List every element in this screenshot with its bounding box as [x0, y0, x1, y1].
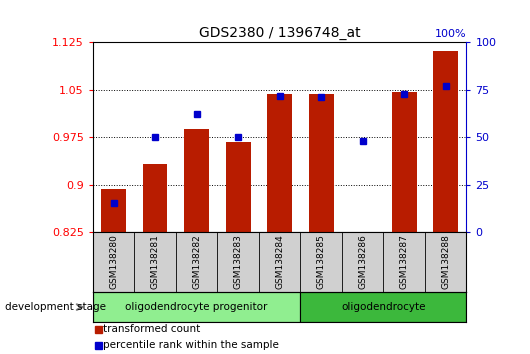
Bar — [308, 94, 333, 232]
Text: 100%: 100% — [435, 29, 466, 39]
Text: oligodendrocyte progenitor: oligodendrocyte progenitor — [126, 302, 268, 312]
Bar — [101, 189, 126, 232]
Text: GSM138280: GSM138280 — [109, 234, 118, 290]
Text: GSM138283: GSM138283 — [234, 234, 243, 290]
Text: GSM138286: GSM138286 — [358, 234, 367, 290]
Text: oligodendrocyte: oligodendrocyte — [341, 302, 426, 312]
Bar — [301, 292, 466, 322]
Text: GSM138281: GSM138281 — [151, 234, 160, 290]
Bar — [93, 292, 301, 322]
Bar — [95, 326, 102, 333]
Text: GSM138287: GSM138287 — [400, 234, 409, 290]
Text: GSM138285: GSM138285 — [316, 234, 325, 290]
Bar — [226, 142, 251, 232]
Text: GSM138282: GSM138282 — [192, 235, 201, 289]
Bar — [143, 164, 167, 232]
Text: transformed count: transformed count — [103, 324, 200, 334]
Text: development stage: development stage — [5, 302, 107, 312]
Bar — [267, 94, 292, 232]
Title: GDS2380 / 1396748_at: GDS2380 / 1396748_at — [199, 26, 360, 40]
Bar — [95, 342, 102, 349]
Text: GSM138288: GSM138288 — [441, 234, 450, 290]
Text: percentile rank within the sample: percentile rank within the sample — [103, 340, 279, 350]
Bar — [184, 129, 209, 232]
Bar — [433, 51, 458, 232]
Bar — [392, 92, 417, 232]
Text: GSM138284: GSM138284 — [275, 235, 284, 289]
